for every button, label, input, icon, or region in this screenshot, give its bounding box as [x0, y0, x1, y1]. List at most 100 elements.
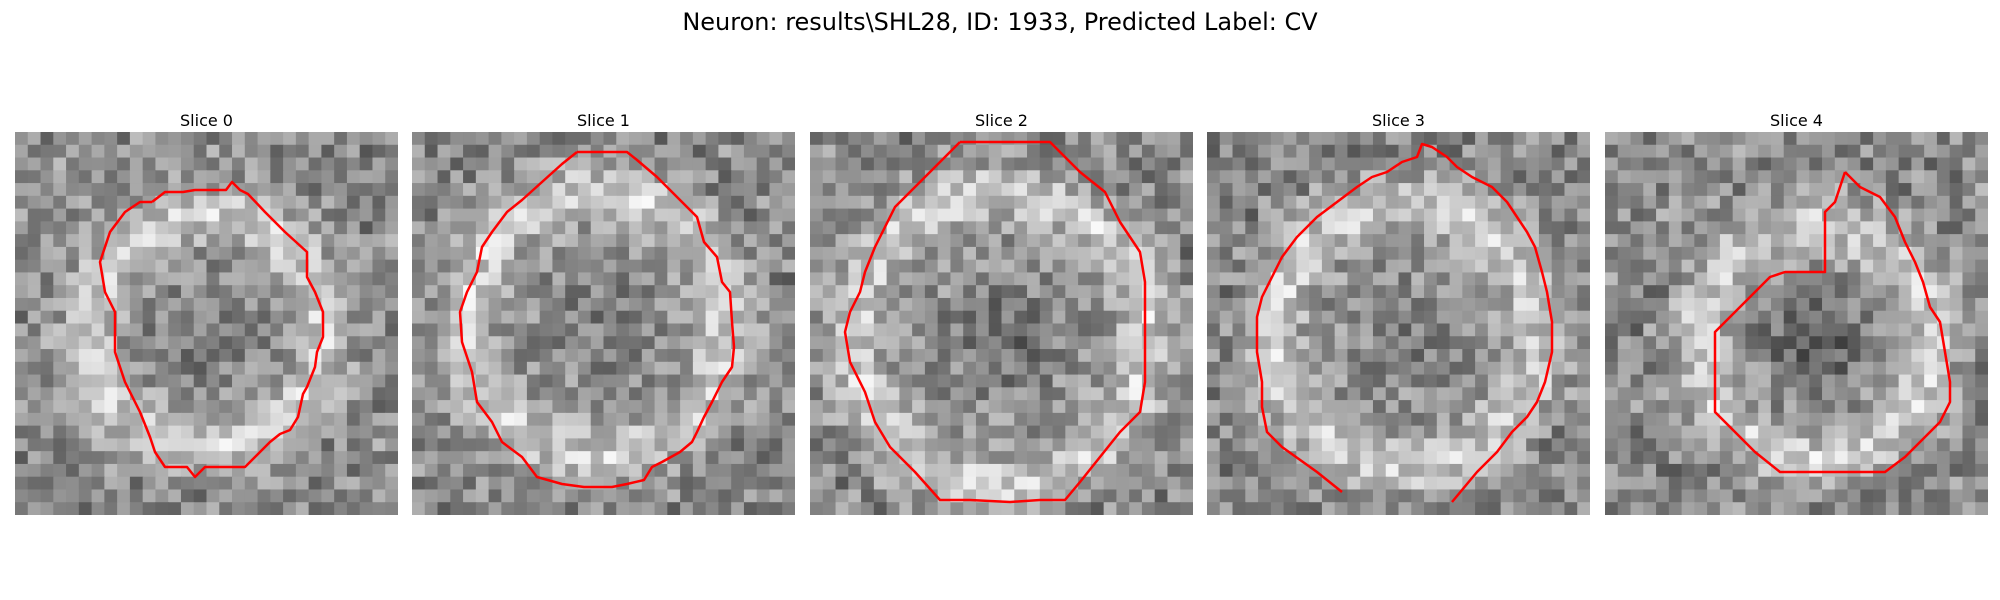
- image-pixel: [1411, 463, 1425, 478]
- image-pixel: [1551, 285, 1566, 299]
- image-pixel: [334, 246, 348, 261]
- image-pixel: [193, 157, 208, 171]
- image-pixel: [424, 297, 439, 312]
- image-pixel: [1847, 489, 1861, 503]
- image-pixel: [731, 195, 745, 210]
- image-pixel: [1347, 170, 1361, 184]
- image-pixel: [743, 208, 758, 222]
- image-pixel: [603, 310, 617, 325]
- image-pixel: [206, 144, 220, 159]
- image-pixel: [1630, 157, 1644, 171]
- image-pixel: [1643, 323, 1657, 337]
- image-pixel: [577, 310, 592, 325]
- image-pixel: [1822, 349, 1836, 363]
- image-pixel: [1103, 183, 1117, 197]
- image-pixel: [822, 259, 837, 274]
- image-pixel: [1681, 259, 1695, 274]
- image-pixel: [295, 336, 310, 350]
- image-pixel: [1129, 234, 1143, 248]
- image-pixel: [680, 157, 694, 171]
- image-pixel: [667, 400, 681, 414]
- image-pixel: [654, 310, 668, 325]
- image-pixel: [1180, 208, 1193, 222]
- image-pixel: [1436, 336, 1451, 350]
- image-pixel: [1707, 144, 1721, 159]
- image-pixel: [1258, 323, 1272, 337]
- image-pixel: [810, 336, 824, 350]
- image-pixel: [1707, 476, 1721, 491]
- image-pixel: [1630, 297, 1644, 312]
- image-pixel: [1605, 489, 1619, 503]
- image-pixel: [244, 323, 259, 337]
- image-pixel: [1090, 489, 1105, 503]
- image-pixel: [861, 208, 875, 222]
- image-pixel: [1551, 489, 1566, 503]
- image-pixel: [232, 259, 246, 274]
- image-pixel: [142, 336, 157, 350]
- image-pixel: [40, 195, 54, 210]
- image-pixel: [963, 451, 977, 465]
- image-pixel: [743, 144, 758, 159]
- image-pixel: [680, 323, 694, 337]
- image-pixel: [756, 272, 771, 286]
- image-pixel: [565, 400, 579, 414]
- image-pixel: [1796, 285, 1810, 299]
- image-pixel: [1694, 336, 1708, 350]
- image-pixel: [680, 502, 694, 515]
- image-pixel: [692, 412, 707, 427]
- image-pixel: [1617, 502, 1632, 515]
- image-pixel: [963, 259, 977, 274]
- image-pixel: [334, 349, 348, 363]
- image-pixel: [168, 297, 182, 312]
- image-pixel: [270, 132, 284, 146]
- image-pixel: [1334, 489, 1349, 503]
- image-pixel: [950, 272, 964, 286]
- image-pixel: [206, 476, 220, 491]
- image-pixel: [1885, 336, 1900, 350]
- image-pixel: [552, 502, 566, 515]
- image-pixel: [1796, 451, 1810, 465]
- image-pixel: [232, 451, 246, 465]
- image-pixel: [283, 272, 297, 286]
- image-pixel: [1538, 438, 1553, 452]
- image-pixel: [1129, 297, 1143, 312]
- image-pixel: [1668, 400, 1683, 414]
- image-pixel: [1873, 374, 1887, 388]
- image-pixel: [359, 412, 374, 427]
- image-pixel: [1283, 387, 1297, 401]
- image-pixel: [1885, 259, 1900, 274]
- image-pixel: [1526, 183, 1540, 197]
- image-pixel: [1424, 221, 1438, 235]
- image-pixel: [142, 208, 157, 222]
- image-pixel: [244, 259, 259, 274]
- image-pixel: [1001, 297, 1015, 312]
- image-pixel: [1564, 323, 1578, 337]
- image-pixel: [117, 387, 131, 401]
- image-pixel: [590, 208, 605, 222]
- image-pixel: [488, 170, 502, 184]
- image-pixel: [437, 157, 451, 171]
- image-pixel: [1745, 170, 1759, 184]
- image-pixel: [782, 297, 795, 312]
- image-pixel: [1462, 412, 1476, 427]
- image-pixel: [1245, 144, 1259, 159]
- image-pixel: [822, 221, 837, 235]
- image-pixel: [641, 361, 656, 376]
- image-pixel: [463, 297, 477, 312]
- image-pixel: [680, 208, 694, 222]
- image-pixel: [219, 425, 233, 439]
- image-pixel: [1924, 374, 1938, 388]
- image-pixel: [1103, 425, 1117, 439]
- image-pixel: [257, 425, 271, 439]
- image-pixel: [1732, 208, 1747, 222]
- image-pixel: [346, 476, 361, 491]
- image-pixel: [629, 246, 643, 261]
- image-pixel: [1719, 412, 1734, 427]
- image-pixel: [654, 221, 668, 235]
- image-pixel: [450, 285, 464, 299]
- image-pixel: [1936, 272, 1951, 286]
- image-pixel: [27, 272, 42, 286]
- image-pixel: [616, 157, 630, 171]
- image-pixel: [1347, 285, 1361, 299]
- image-pixel: [1360, 400, 1374, 414]
